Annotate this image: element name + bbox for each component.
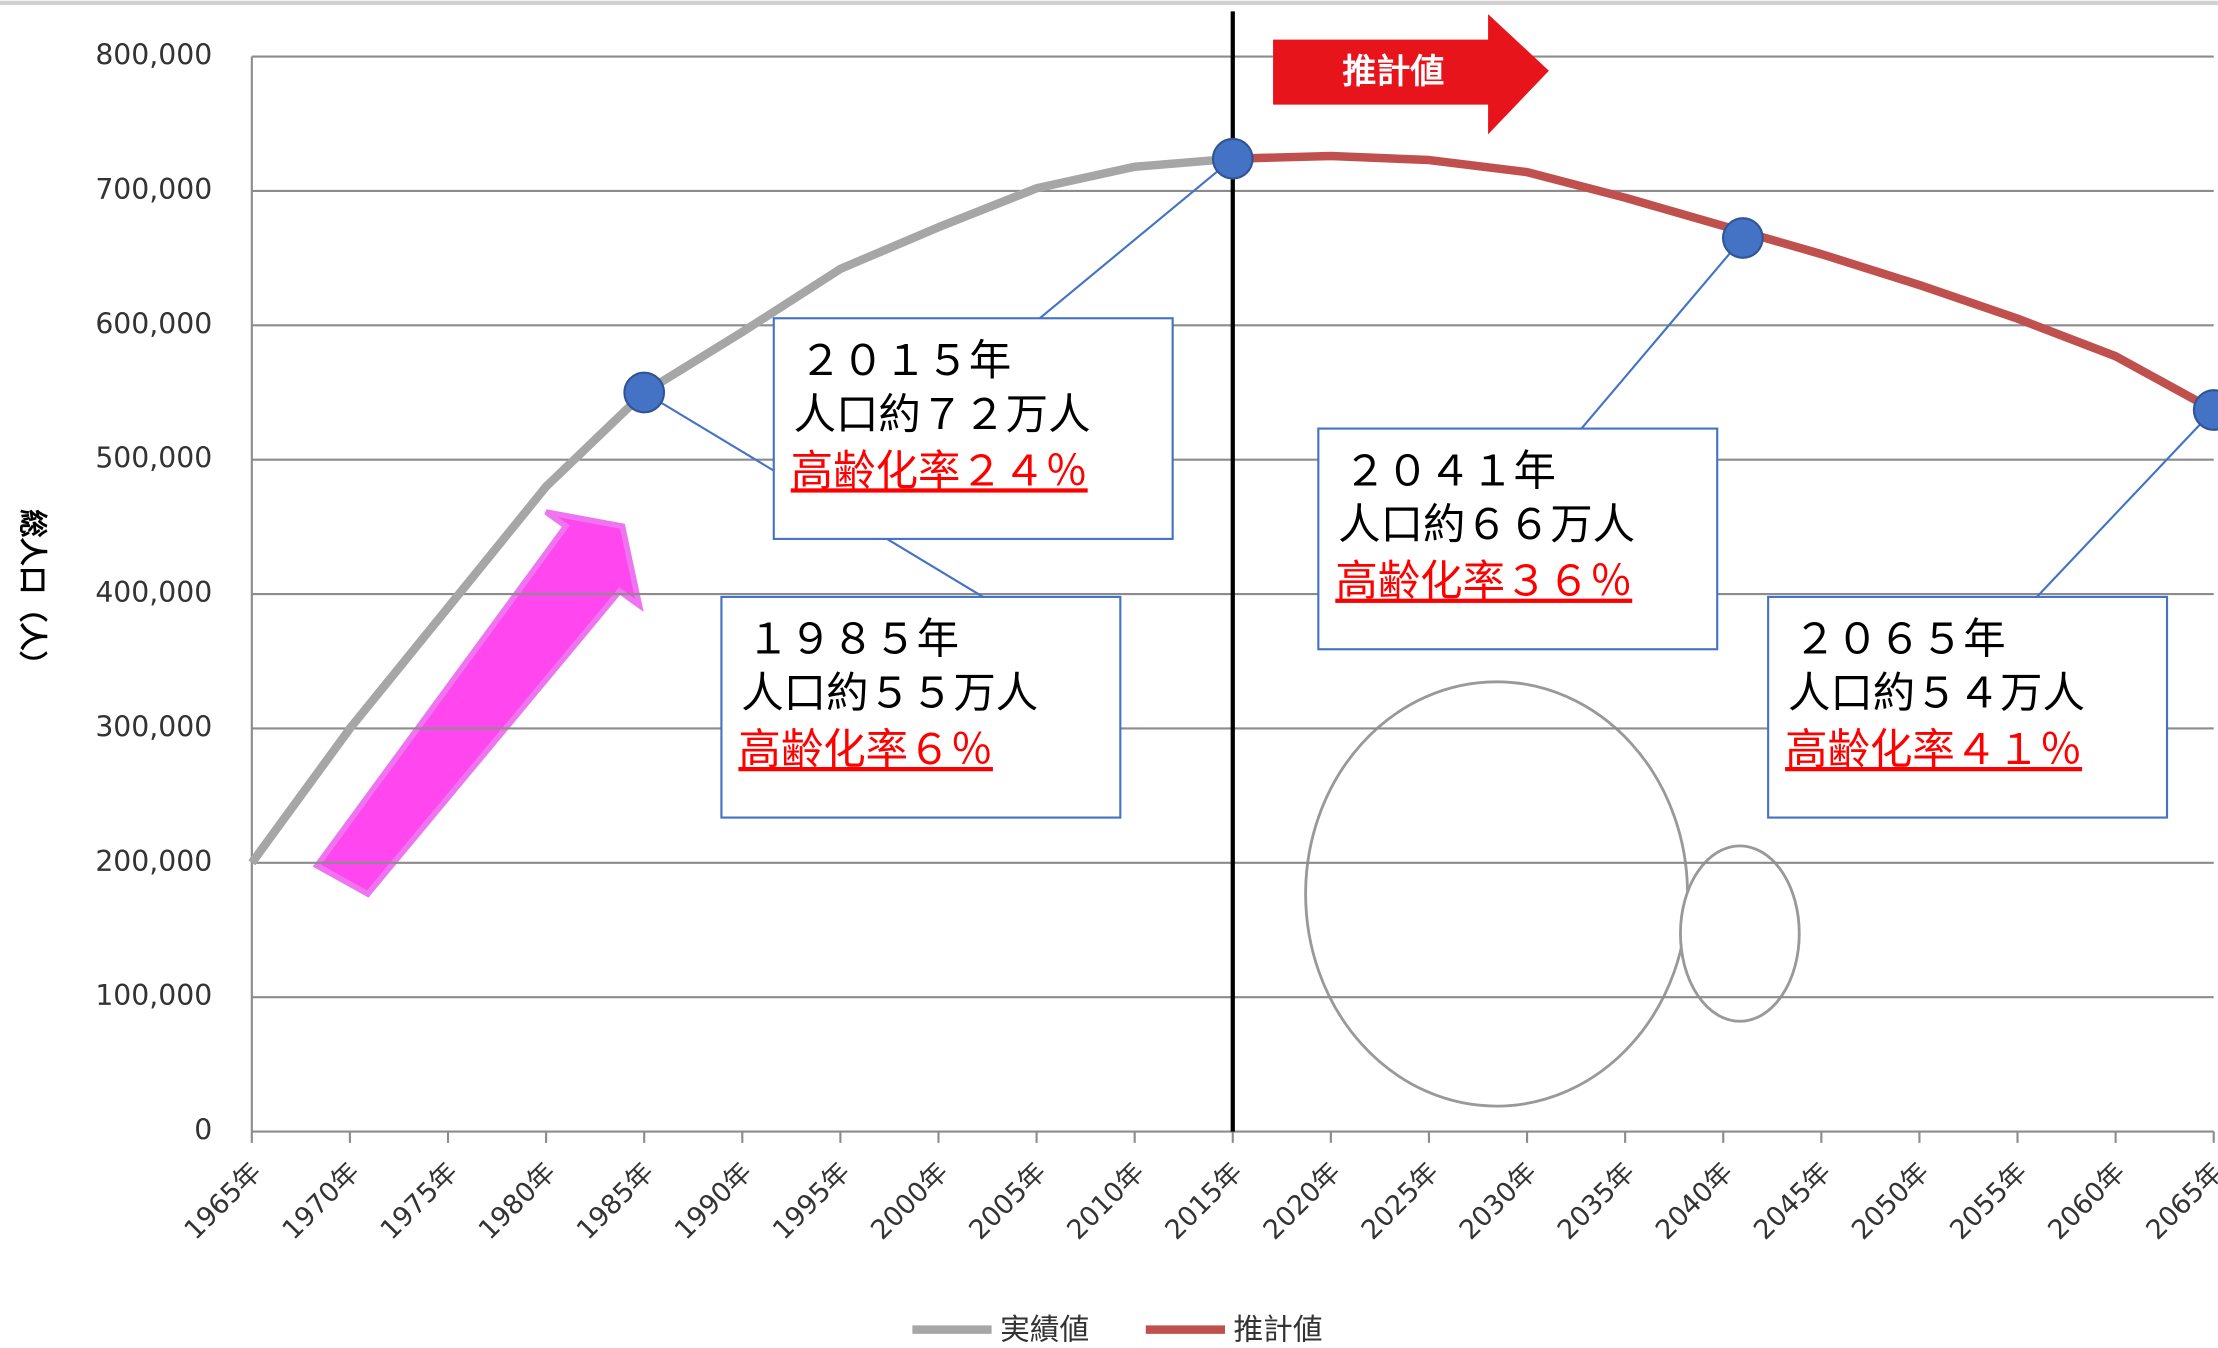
y-tick-label: 0 (194, 1114, 212, 1147)
x-tick-label: 2045年 (1748, 1157, 1837, 1246)
y-axis-label: 総人口（人） (16, 509, 49, 679)
y-tick-label: 700,000 (95, 173, 212, 206)
y-tick-label: 500,000 (95, 442, 212, 475)
x-tick-label: 2020年 (1258, 1157, 1347, 1246)
x-tick-label: 2065年 (2140, 1157, 2218, 1246)
callout-year: ２０４１年 (1344, 447, 1556, 496)
callout-line (2037, 410, 2214, 597)
y-tick-label: 600,000 (95, 307, 212, 340)
point-marker (624, 373, 664, 413)
y-tick-label: 100,000 (95, 979, 212, 1012)
chart: 総人口（人） 0 100,000 200,000 300,000 400,000 500,… (0, 0, 2218, 1348)
x-tick-label: 2060年 (2042, 1157, 2131, 1246)
y-tick-label: 800,000 (95, 39, 212, 72)
point-marker (2194, 390, 2218, 430)
x-tick-label: 1975年 (375, 1157, 464, 1246)
x-tick-label: 2015年 (1159, 1157, 1248, 1246)
x-tick-label: 2050年 (1846, 1157, 1935, 1246)
callout-population: 人口約５４万人 (1788, 669, 2085, 718)
callout-aging: 高齢化率６％ (738, 726, 993, 775)
x-tick-label: 2055年 (1944, 1157, 2033, 1246)
x-tick-label: 2005年 (963, 1157, 1052, 1246)
x-tick-label: 1980年 (473, 1157, 562, 1246)
x-tick-label: 2010年 (1061, 1157, 1150, 1246)
x-tick-label: 2035年 (1552, 1157, 1641, 1246)
x-tick-label: 2025年 (1356, 1157, 1445, 1246)
x-tick-label: 2030年 (1454, 1157, 1543, 1246)
x-tick-label: 2040年 (1650, 1157, 1739, 1246)
forecast-label: 推計値 (1342, 52, 1444, 92)
point-marker (1213, 139, 1253, 179)
legend-label: 実績値 (1000, 1313, 1089, 1348)
callout-population: 人口約５５万人 (741, 669, 1038, 718)
callout-population: 人口約７２万人 (794, 391, 1091, 440)
point-marker (1723, 218, 1763, 258)
callout-aging: 高齢化率２４％ (791, 447, 1088, 496)
legend-label: 推計値 (1233, 1313, 1322, 1348)
callout-year: ２０６５年 (1794, 616, 2006, 665)
y-tick-label: 400,000 (95, 576, 212, 609)
y-tick-label: 300,000 (95, 710, 212, 743)
callout-aging: 高齢化率４１％ (1785, 726, 2082, 775)
x-tick-label: 1995年 (767, 1157, 856, 1246)
callout-population: 人口約６６万人 (1338, 501, 1635, 550)
series-line (1233, 156, 2214, 410)
callout-year: ２０１５年 (799, 337, 1011, 386)
x-tick-label: 1985年 (571, 1157, 660, 1246)
page: 総人口（人） 0 100,000 200,000 300,000 400,000 500,… (0, 0, 2218, 1348)
callout-line (1581, 238, 1742, 429)
callout-year: １９８５年 (747, 616, 959, 665)
callout-aging: 高齢化率３６％ (1335, 558, 1632, 607)
x-tick-label: 1965年 (178, 1157, 267, 1246)
y-tick-label: 200,000 (95, 845, 212, 878)
x-tick-label: 1990年 (669, 1157, 758, 1246)
elderly-cloud (1306, 682, 1800, 1106)
x-tick-label: 1970年 (277, 1157, 366, 1246)
x-tick-label: 2000年 (865, 1157, 954, 1246)
